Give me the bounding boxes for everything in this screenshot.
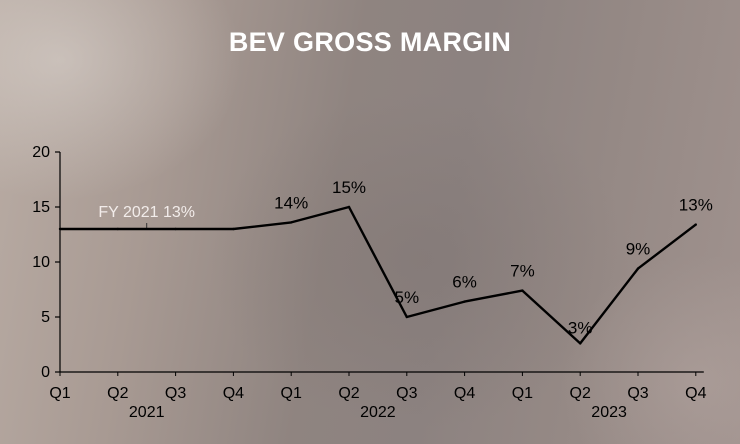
x-tick-label: Q4 — [685, 385, 706, 402]
series-line — [60, 205, 697, 345]
year-label: 2022 — [360, 404, 396, 421]
data-point — [405, 315, 408, 319]
year-label: 2021 — [129, 404, 165, 421]
x-tick-label: Q1 — [512, 385, 533, 402]
data-point — [636, 267, 640, 270]
data-label: 3% — [568, 318, 593, 337]
data-point — [521, 289, 524, 292]
data-point — [174, 227, 177, 231]
data-point — [290, 221, 293, 224]
data-point — [579, 342, 582, 345]
data-label: 9% — [626, 240, 651, 259]
data-label: 5% — [395, 288, 420, 307]
y-tick-label: 5 — [41, 309, 50, 326]
data-point — [58, 227, 62, 231]
annotation-label: FY 2021 13% — [98, 204, 195, 221]
x-tick-label: Q2 — [107, 385, 128, 402]
data-point — [694, 223, 697, 226]
x-tick-label: Q4 — [223, 385, 244, 402]
y-tick-label: 0 — [41, 364, 50, 381]
data-label: 13% — [679, 196, 713, 215]
x-tick-label: Q1 — [49, 385, 70, 402]
data-point — [347, 205, 351, 209]
x-tick-label: Q3 — [627, 385, 648, 402]
y-tick-label: 15 — [32, 199, 50, 216]
data-label: 7% — [510, 262, 535, 281]
x-tick-label: Q3 — [165, 385, 186, 402]
x-tick-label: Q4 — [454, 385, 475, 402]
data-point — [463, 300, 466, 303]
data-point — [232, 227, 235, 231]
data-label: 15% — [332, 178, 366, 197]
data-label: 14% — [274, 193, 308, 212]
x-tick-label: Q2 — [338, 385, 359, 402]
y-tick-label: 20 — [32, 144, 50, 161]
chart-title: BEV GROSS MARGIN — [228, 27, 512, 57]
y-tick-label: 10 — [32, 254, 50, 271]
data-point — [116, 227, 120, 231]
x-tick-label: Q2 — [570, 385, 591, 402]
data-label: 6% — [452, 273, 477, 292]
x-tick-label: Q1 — [281, 385, 302, 402]
year-label: 2023 — [591, 404, 627, 421]
x-tick-label: Q3 — [396, 385, 417, 402]
